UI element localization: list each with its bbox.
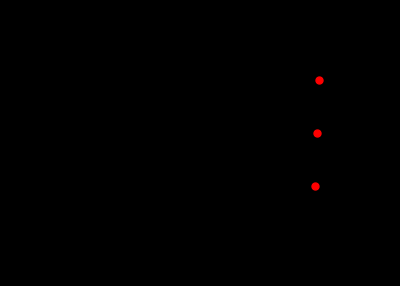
- Y-axis label: Phase (degrees): Phase (degrees): [7, 82, 20, 184]
- Title: Phase response for series circuit: Phase response for series circuit: [94, 7, 343, 22]
- X-axis label: Frequency (Hz): Frequency (Hz): [171, 266, 266, 279]
